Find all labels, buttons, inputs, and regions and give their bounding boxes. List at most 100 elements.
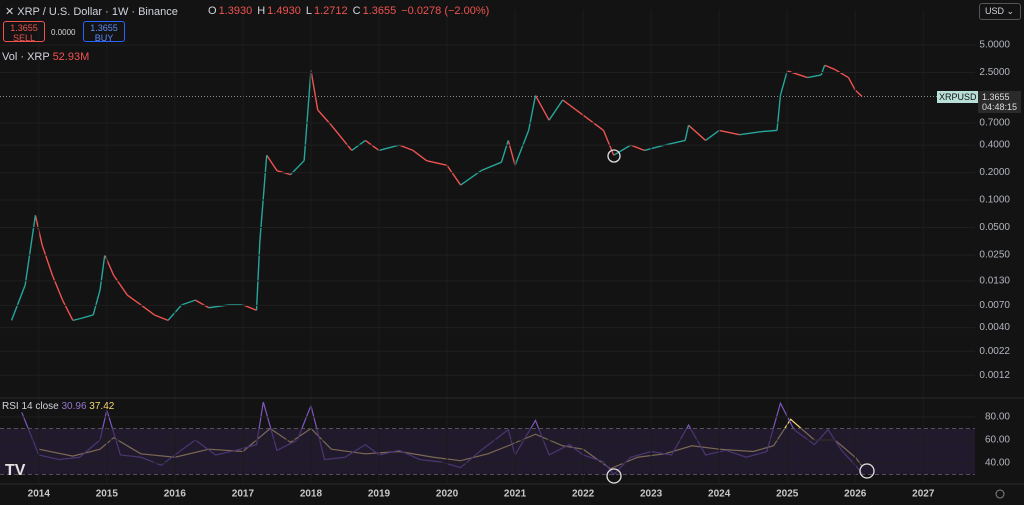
sell-label: SELL — [12, 33, 36, 43]
price-segment — [24, 215, 37, 286]
price-tag-symbol: XRPUSD — [937, 91, 979, 103]
buy-price: 1.3655 — [90, 23, 118, 33]
price-segment — [10, 284, 26, 321]
x-tick-label: 2016 — [164, 489, 187, 500]
price-segment — [113, 274, 128, 296]
x-tick-label: 2019 — [368, 489, 391, 500]
y-tick-label: 60.00 — [985, 435, 1010, 446]
settings-icon[interactable] — [995, 489, 1005, 499]
price-segment — [194, 299, 210, 309]
price-segment — [72, 318, 80, 322]
x-tick-label: 2015 — [96, 489, 119, 500]
y-tick-label: 2.5000 — [979, 67, 1010, 78]
x-tick-label: 2024 — [708, 489, 731, 500]
y-tick-label: 0.0040 — [979, 322, 1010, 333]
price-segment — [776, 95, 782, 131]
volume-value: 52.93M — [52, 51, 90, 63]
y-tick-label: 0.4000 — [979, 140, 1010, 151]
price-segment — [507, 140, 516, 166]
x-tick-label: 2023 — [640, 489, 663, 500]
ohlc-value: 1.3655 — [362, 5, 397, 17]
ohlc-value: 1.2712 — [313, 5, 348, 17]
price-segment — [92, 289, 101, 316]
price-segment — [705, 129, 720, 142]
price-segment — [824, 64, 836, 71]
annotation-circle — [859, 463, 875, 479]
y-tick-label: 0.0022 — [979, 346, 1010, 357]
symbol-title: ✕ XRP / U.S. Dollar · 1W · Binance — [5, 6, 178, 18]
y-tick-label: 0.1000 — [979, 195, 1010, 206]
price-segment — [847, 77, 856, 91]
price-segment — [500, 140, 509, 163]
price-segment — [255, 240, 261, 311]
price-segment — [181, 299, 196, 306]
y-tick-label: 0.7000 — [979, 118, 1010, 129]
price-segment — [140, 304, 155, 316]
price-segment — [630, 144, 645, 152]
volume-label: Vol · XRP — [2, 51, 50, 63]
rsi-band — [0, 428, 975, 475]
ohlc: O 1.3930 H 1.4930 L 1.2712 C 1.3655 −0.0278 (−2.… — [208, 5, 489, 17]
price-segment — [688, 124, 707, 141]
logo: TV — [5, 462, 26, 479]
price-segment — [779, 70, 788, 96]
price-segment — [527, 95, 537, 131]
change: −0.0278 (−2.00%) — [401, 5, 490, 17]
rsi-ma-value: 37.42 — [89, 401, 115, 412]
price-tag-value: 1.3655 — [982, 92, 1010, 102]
y-tick-label: 0.0130 — [979, 276, 1010, 287]
price-segment — [259, 155, 268, 241]
sell-button[interactable]: 1.3655 SELL — [3, 21, 45, 43]
x-tick-label: 2022 — [572, 489, 595, 500]
price-segment — [739, 131, 761, 136]
price-segment — [104, 254, 115, 276]
price-segment — [446, 164, 462, 186]
price-segment — [480, 161, 502, 172]
x-tick-label: 2017 — [232, 489, 255, 500]
price-segment — [719, 129, 740, 136]
price-segment — [834, 68, 849, 79]
price-segment — [426, 159, 448, 167]
buy-label: BUY — [94, 33, 114, 43]
price-segment — [154, 314, 169, 322]
price-segment — [854, 89, 863, 97]
buy-button[interactable]: 1.3655 BUY — [83, 21, 125, 43]
price-segment — [126, 294, 142, 306]
price-segment — [534, 95, 550, 121]
price-segment — [303, 70, 312, 161]
y-tick-label: 0.0012 — [979, 370, 1010, 381]
y-tick-label: 0.0500 — [979, 222, 1010, 233]
ohlc-key: H — [257, 5, 266, 17]
price-tag-countdown: 04:48:15 — [982, 102, 1018, 112]
price-segment — [514, 130, 530, 166]
ohlc-key: L — [305, 5, 312, 17]
ohlc-value: 1.4930 — [267, 5, 301, 17]
x-tick-label: 2027 — [912, 489, 935, 500]
x-tick-label: 2020 — [436, 489, 459, 500]
y-tick-label: 5.0000 — [979, 40, 1010, 51]
price-segment — [807, 74, 822, 79]
price-segment — [602, 130, 615, 156]
x-tick-label: 2025 — [776, 489, 799, 500]
price-segment — [41, 244, 54, 276]
rsi-value: 30.96 — [61, 401, 87, 412]
ohlc-value: 1.3930 — [218, 5, 253, 17]
y-tick-label: 40.00 — [985, 458, 1010, 469]
y-tick-label: 0.2000 — [979, 167, 1010, 178]
y-tick-label: 0.0070 — [979, 300, 1010, 311]
rsi-label: RSI 14 close — [2, 401, 59, 412]
price-segment — [399, 144, 414, 152]
price-segment — [644, 144, 665, 152]
price-segment — [378, 144, 400, 152]
price-segment — [99, 254, 106, 291]
volume-legend: Vol · XRP 52.93M — [2, 51, 89, 63]
annotation-circle — [606, 468, 622, 484]
price-segment — [79, 314, 94, 320]
currency-select[interactable]: USD ⌄ — [979, 3, 1021, 20]
ohlc-key: C — [352, 5, 361, 17]
annotation-circle — [607, 149, 621, 163]
spread: 0.0000 — [51, 28, 76, 37]
price-segment — [548, 99, 564, 121]
